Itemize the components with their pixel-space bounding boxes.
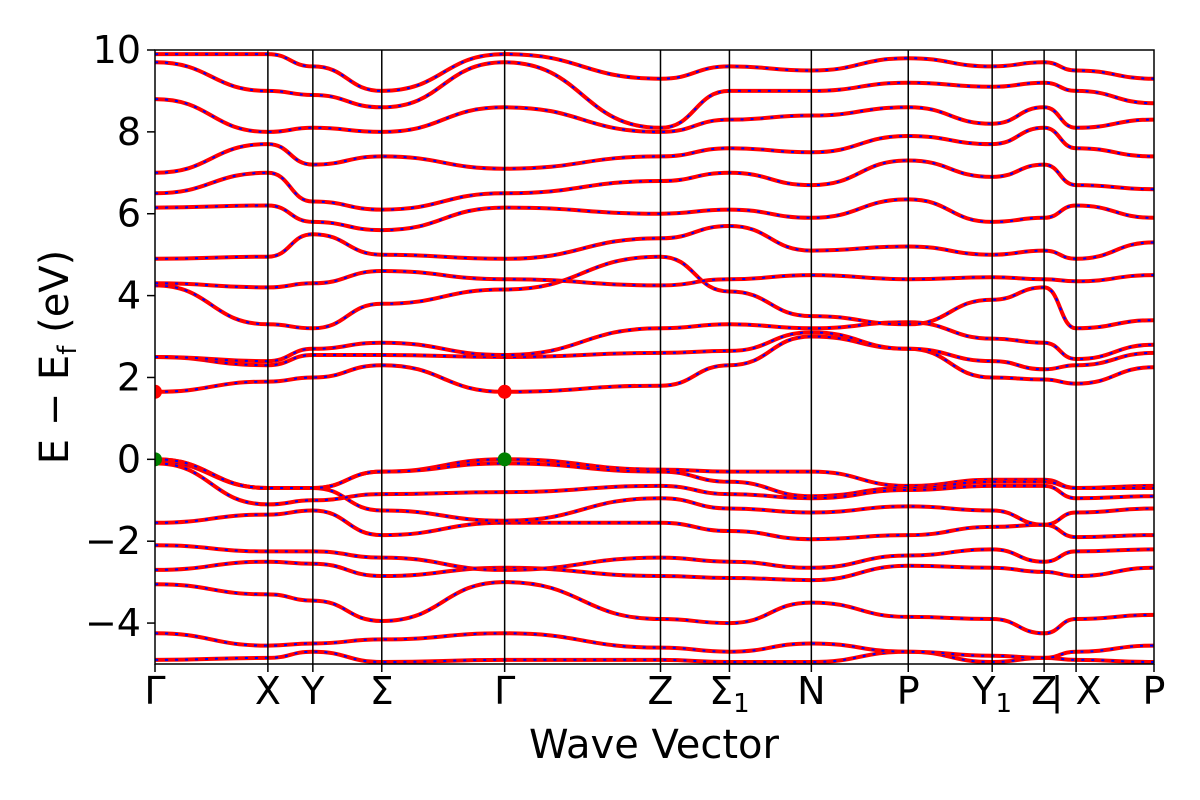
x-tick-label-11: | X: [1051, 669, 1102, 714]
cbm-marker-1: [497, 384, 512, 399]
band-wannier-2: [155, 581, 1154, 635]
x-tick-label-5: Z: [647, 669, 673, 713]
y-axis: −4 −2 0 2 4 6 8 10: [85, 28, 155, 645]
cbm-marker-0: [155, 384, 162, 399]
y-tick-label-1: −2: [85, 519, 141, 563]
kpoint-lines-layer: [267, 50, 1077, 664]
band-wannier-12: [155, 321, 1154, 363]
x-axis-title: Wave Vector: [529, 722, 780, 768]
x-tick-label-4: Γ: [494, 669, 515, 713]
y-axis-title-sub: f: [53, 345, 83, 355]
extrema-markers-layer: [155, 384, 512, 467]
y-axis-title: E − Ef (eV): [32, 250, 83, 465]
x-tick-label-9: Y1: [971, 669, 1012, 719]
band-wannier-4: [155, 544, 1154, 571]
x-tick-label-10: Z: [1031, 669, 1057, 713]
band-dft-21: [155, 52, 1154, 93]
y-tick-label-5: 6: [117, 192, 141, 236]
y-tick-label-2: 0: [117, 437, 141, 481]
x-tick-label-12: P: [1143, 669, 1166, 713]
x-tick-label-6: Σ1: [709, 669, 750, 719]
x-tick-label-8: P: [897, 669, 920, 713]
x-tick-label-7: N: [797, 669, 825, 713]
band-wannier-9: [155, 462, 1154, 506]
band-wannier-5: [155, 509, 1154, 541]
vbm-marker-0: [155, 452, 162, 467]
band-wannier-11: [155, 331, 1154, 371]
x-tick-label-3: Σ: [370, 669, 394, 713]
band-dft-16: [155, 197, 1154, 233]
y-axis-title-unit: (eV): [32, 250, 78, 346]
plot-frame: [154, 49, 1155, 665]
vbm-marker-1: [497, 452, 512, 467]
y-tick-label-4: 4: [117, 274, 141, 318]
y-axis-title-main: E − E: [32, 355, 78, 465]
y-tick-label-0: −4: [85, 601, 141, 645]
x-tick-label-2: Y: [300, 669, 325, 713]
x-tick-label-0: Γ: [144, 669, 165, 713]
band-wannier-20: [155, 61, 1154, 129]
y-tick-label-3: 2: [117, 355, 141, 399]
x-tick-label-1: X: [255, 669, 281, 713]
y-tick-label-7: 10: [93, 28, 141, 72]
band-wannier-13: [155, 255, 1154, 330]
y-tick-label-6: 8: [117, 110, 141, 154]
